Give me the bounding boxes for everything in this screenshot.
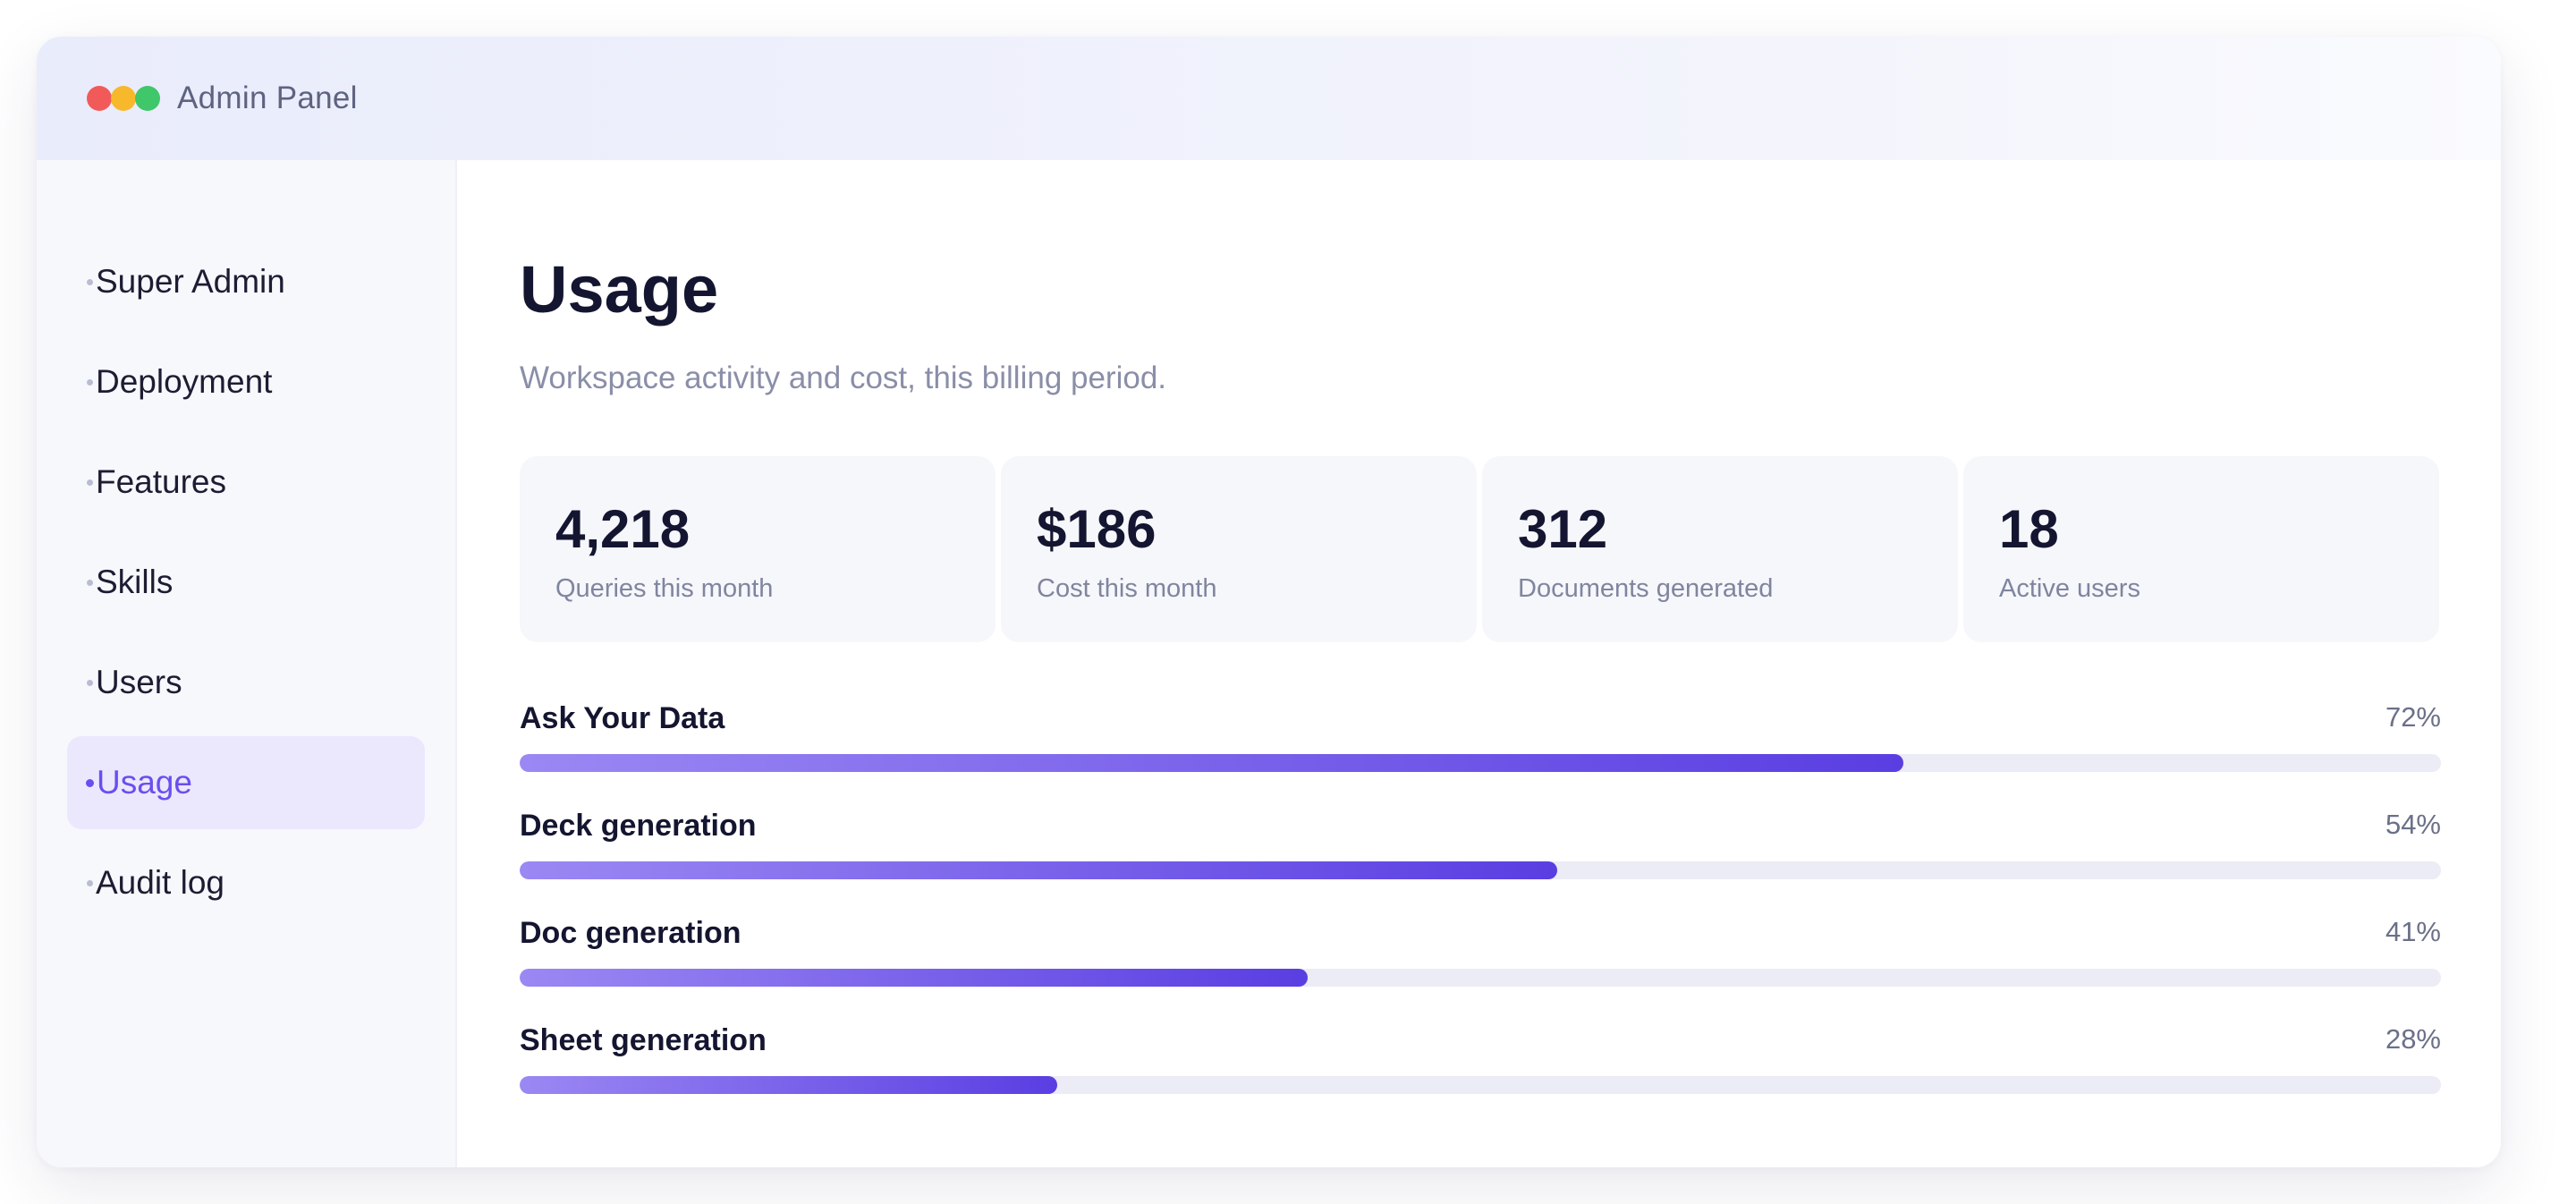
sidebar-item-label: Audit log bbox=[96, 864, 225, 901]
bullet-icon bbox=[86, 778, 94, 787]
progress-fill bbox=[520, 1076, 1058, 1094]
minimize-dot[interactable] bbox=[111, 86, 136, 111]
usage-label: Ask Your Data bbox=[520, 701, 725, 735]
progress-fill bbox=[520, 861, 1557, 879]
sidebar-item-label: Users bbox=[96, 664, 182, 700]
usage-label: Deck generation bbox=[520, 809, 757, 843]
page-title: Usage bbox=[520, 252, 719, 326]
sidebar-item-deployment[interactable]: Deployment bbox=[67, 335, 425, 428]
progress-track bbox=[520, 861, 2441, 879]
usage-row-doc-generation: Doc generation 41% bbox=[520, 918, 2441, 989]
window-title: Admin Panel bbox=[177, 81, 358, 115]
usage-percent: 54% bbox=[2385, 809, 2441, 840]
progress-fill bbox=[520, 754, 1903, 772]
usage-label: Doc generation bbox=[520, 916, 741, 950]
progress-track bbox=[520, 1076, 2441, 1094]
stat-label: Active users bbox=[1999, 574, 2140, 603]
stat-label: Cost this month bbox=[1037, 574, 1217, 603]
stat-card-active-users: 18 Active users bbox=[1963, 456, 2439, 642]
usage-row-deck-generation: Deck generation 54% bbox=[520, 810, 2441, 882]
progress-track bbox=[520, 754, 2441, 772]
sidebar: Super Admin Deployment Features Skills U… bbox=[37, 160, 457, 1167]
sidebar-item-label: Deployment bbox=[96, 363, 273, 400]
stat-value: $186 bbox=[1037, 499, 1157, 559]
stat-card-queries: 4,218 Queries this month bbox=[520, 456, 996, 642]
bullet-icon bbox=[87, 479, 93, 486]
maximize-dot[interactable] bbox=[135, 86, 160, 111]
bullet-icon bbox=[87, 879, 93, 886]
sidebar-item-label: Super Admin bbox=[96, 263, 285, 300]
sidebar-item-label: Features bbox=[96, 463, 227, 500]
stat-label: Documents generated bbox=[1518, 574, 1774, 603]
progress-fill bbox=[520, 969, 1308, 987]
usage-percent: 72% bbox=[2385, 701, 2441, 733]
usage-row-ask-your-data: Ask Your Data 72% bbox=[520, 703, 2441, 775]
admin-window: Admin Panel Super Admin Deployment Featu… bbox=[37, 37, 2501, 1167]
sidebar-item-super-admin[interactable]: Super Admin bbox=[67, 235, 425, 328]
usage-percent: 41% bbox=[2385, 916, 2441, 947]
window-controls bbox=[87, 86, 160, 111]
page-subtitle: Workspace activity and cost, this billin… bbox=[520, 360, 1167, 395]
bullet-icon bbox=[87, 378, 93, 386]
sidebar-item-label: Usage bbox=[97, 764, 192, 801]
sidebar-item-label: Skills bbox=[96, 564, 174, 600]
stat-card-cost: $186 Cost this month bbox=[1001, 456, 1477, 642]
sidebar-item-features[interactable]: Features bbox=[67, 436, 425, 529]
bullet-icon bbox=[87, 579, 93, 586]
title-bar: Admin Panel bbox=[37, 37, 2501, 160]
stat-card-documents: 312 Documents generated bbox=[1482, 456, 1958, 642]
sidebar-item-audit-log[interactable]: Audit log bbox=[67, 836, 425, 929]
stat-label: Queries this month bbox=[555, 574, 774, 603]
usage-row-sheet-generation: Sheet generation 28% bbox=[520, 1025, 2441, 1097]
stat-value: 18 bbox=[1999, 499, 2059, 559]
bullet-icon bbox=[87, 278, 93, 285]
bullet-icon bbox=[87, 679, 93, 686]
stat-value: 312 bbox=[1518, 499, 1608, 559]
stat-value: 4,218 bbox=[555, 499, 691, 559]
sidebar-item-usage[interactable]: Usage bbox=[67, 736, 425, 829]
progress-track bbox=[520, 969, 2441, 987]
close-dot[interactable] bbox=[87, 86, 112, 111]
usage-percent: 28% bbox=[2385, 1023, 2441, 1055]
sidebar-item-skills[interactable]: Skills bbox=[67, 536, 425, 629]
usage-label: Sheet generation bbox=[520, 1023, 767, 1057]
sidebar-item-users[interactable]: Users bbox=[67, 636, 425, 729]
